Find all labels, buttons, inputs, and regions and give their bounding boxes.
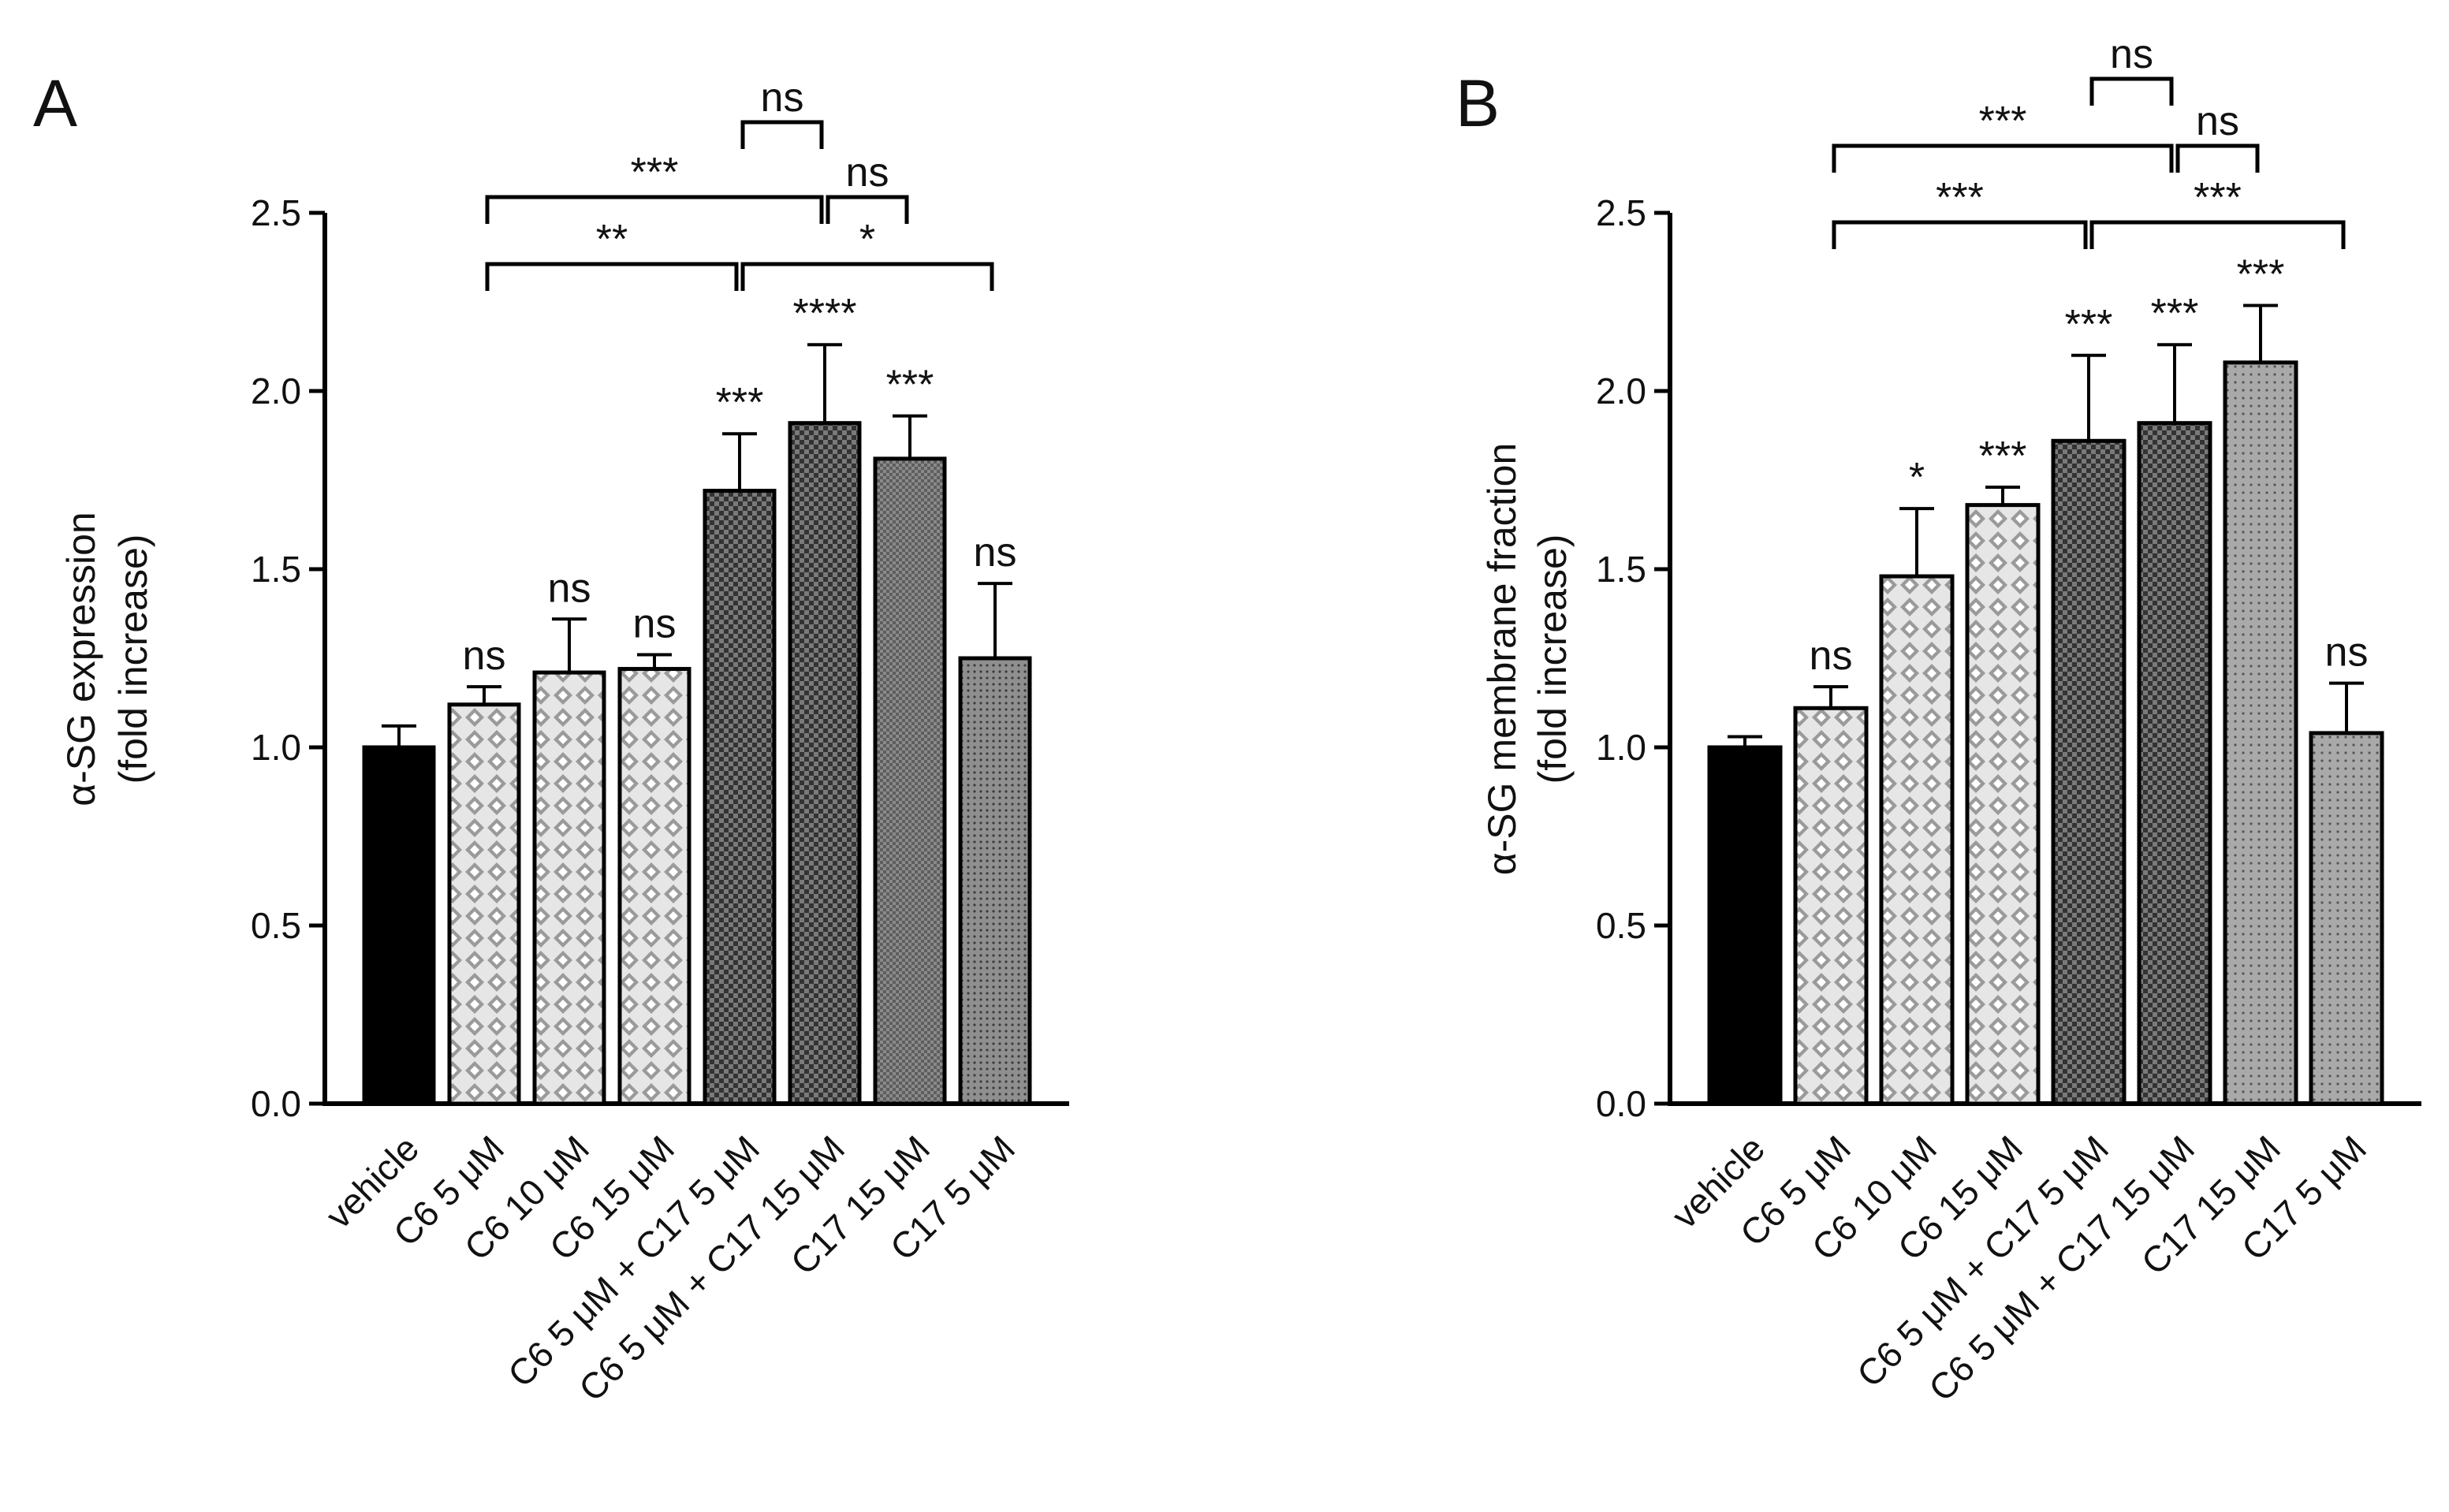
panel-a-comparison-bracket: [740, 262, 994, 291]
panel-b-comparison-label: ns: [2110, 32, 2153, 77]
panel-b-sig-label: ***: [2151, 291, 2199, 337]
panel-a-bar: [703, 489, 777, 1106]
panel-a-letter: A: [33, 66, 77, 140]
panel-b-comparison-label: ***: [1979, 99, 2027, 144]
panel-a-y-tick-label: 1.0: [251, 727, 301, 768]
panel-a-comparison-label: ***: [631, 150, 679, 196]
panel-b-comparison-label: ns: [2196, 99, 2239, 144]
panel-a-bar: [958, 656, 1032, 1106]
panel-a-ylabel-line2: (fold increase): [111, 534, 155, 784]
panel-a: A α-SG expression (fold increase) 0.0 0.5…: [33, 66, 1069, 1409]
panel-b-ylabel-line1: α-SG membrane fraction: [1480, 443, 1524, 876]
panel-a-sig-label: ns: [633, 601, 677, 646]
panel-b-comparison-bracket: [2089, 220, 2346, 249]
panel-a-sig-label: ****: [793, 291, 857, 337]
panel-b-y-tick-label: 2.5: [1596, 192, 1646, 233]
panel-b-y-tick-label: 0.0: [1596, 1083, 1646, 1124]
panel-a-bar: [788, 421, 862, 1106]
panel-b-bar: [2137, 421, 2212, 1106]
panel-a-comparison-bracket: [485, 195, 824, 224]
panel-b-bar: [2309, 731, 2384, 1106]
panel-a-bar: [873, 456, 947, 1106]
panel-a-comparison-label: **: [596, 217, 628, 263]
panel-a-bar: [617, 667, 691, 1106]
panel-b-ylabel-line2: (fold increase): [1530, 534, 1575, 784]
panel-a-bar: [532, 670, 606, 1106]
panel-b: B α-SG membrane fraction (fold increase)…: [1456, 32, 2421, 1409]
panel-a-bar: [447, 702, 521, 1106]
panel-a-comparison-bracket: [740, 120, 824, 149]
panel-a-comparison-label: *: [859, 217, 875, 263]
panel-a-y-tick-label: 0.0: [251, 1083, 301, 1124]
panel-a-comparison-bracket: [485, 262, 739, 291]
panel-b-sig-label: ***: [1979, 434, 2027, 479]
panel-b-sig-label: ns: [1810, 633, 1853, 679]
panel-b-bar: [1707, 745, 1783, 1106]
panel-b-bar: [1879, 574, 1955, 1106]
panel-b-y-tick-label: 2.0: [1596, 371, 1646, 412]
panel-b-letter: B: [1456, 66, 1500, 140]
panel-a-sig-label: ***: [716, 380, 764, 426]
panel-a-comparison-bracket: [826, 195, 909, 224]
panel-b-comparison-label: ***: [2194, 175, 2242, 221]
panel-a-y-tick-label: 2.5: [251, 192, 301, 233]
panel-a-sig-label: ***: [886, 363, 934, 408]
panel-b-bar: [2223, 360, 2298, 1106]
panel-a-y-tick-label: 1.5: [251, 549, 301, 590]
panel-b-sig-label: *: [1909, 455, 1925, 501]
panel-b-y-tick-label: 0.5: [1596, 905, 1646, 946]
panel-b-comparison-bracket: [1832, 220, 2088, 249]
panel-a-sig-label: ns: [463, 633, 506, 679]
panel-a-y-tick-label: 0.5: [251, 905, 301, 946]
panel-b-sig-label: ***: [2065, 302, 2113, 348]
panel-a-sig-label: ns: [548, 565, 591, 611]
panel-b-bar: [1965, 503, 2041, 1106]
panel-b-y-tick-label: 1.5: [1596, 549, 1646, 590]
panel-b-bar: [2051, 438, 2127, 1106]
panel-b-comparison-bracket: [2175, 143, 2260, 173]
panel-a-comparison-label: ns: [846, 150, 889, 196]
panel-a-comparison-label: ns: [761, 75, 804, 121]
panel-b-comparison-label: ***: [1936, 175, 1984, 221]
panel-b-y-tick-label: 1.0: [1596, 727, 1646, 768]
panel-a-sig-label: ns: [974, 530, 1017, 575]
panel-a-ylabel-line1: α-SG expression: [59, 512, 103, 806]
panel-b-comparison-bracket: [1832, 143, 2174, 173]
panel-b-sig-label: ns: [2325, 630, 2369, 676]
panel-a-bar: [362, 745, 436, 1106]
panel-b-sig-label: ***: [2237, 252, 2285, 298]
panel-b-comparison-bracket: [2089, 76, 2174, 106]
panel-b-bar: [1793, 706, 1869, 1106]
panel-a-y-tick-label: 2.0: [251, 371, 301, 412]
